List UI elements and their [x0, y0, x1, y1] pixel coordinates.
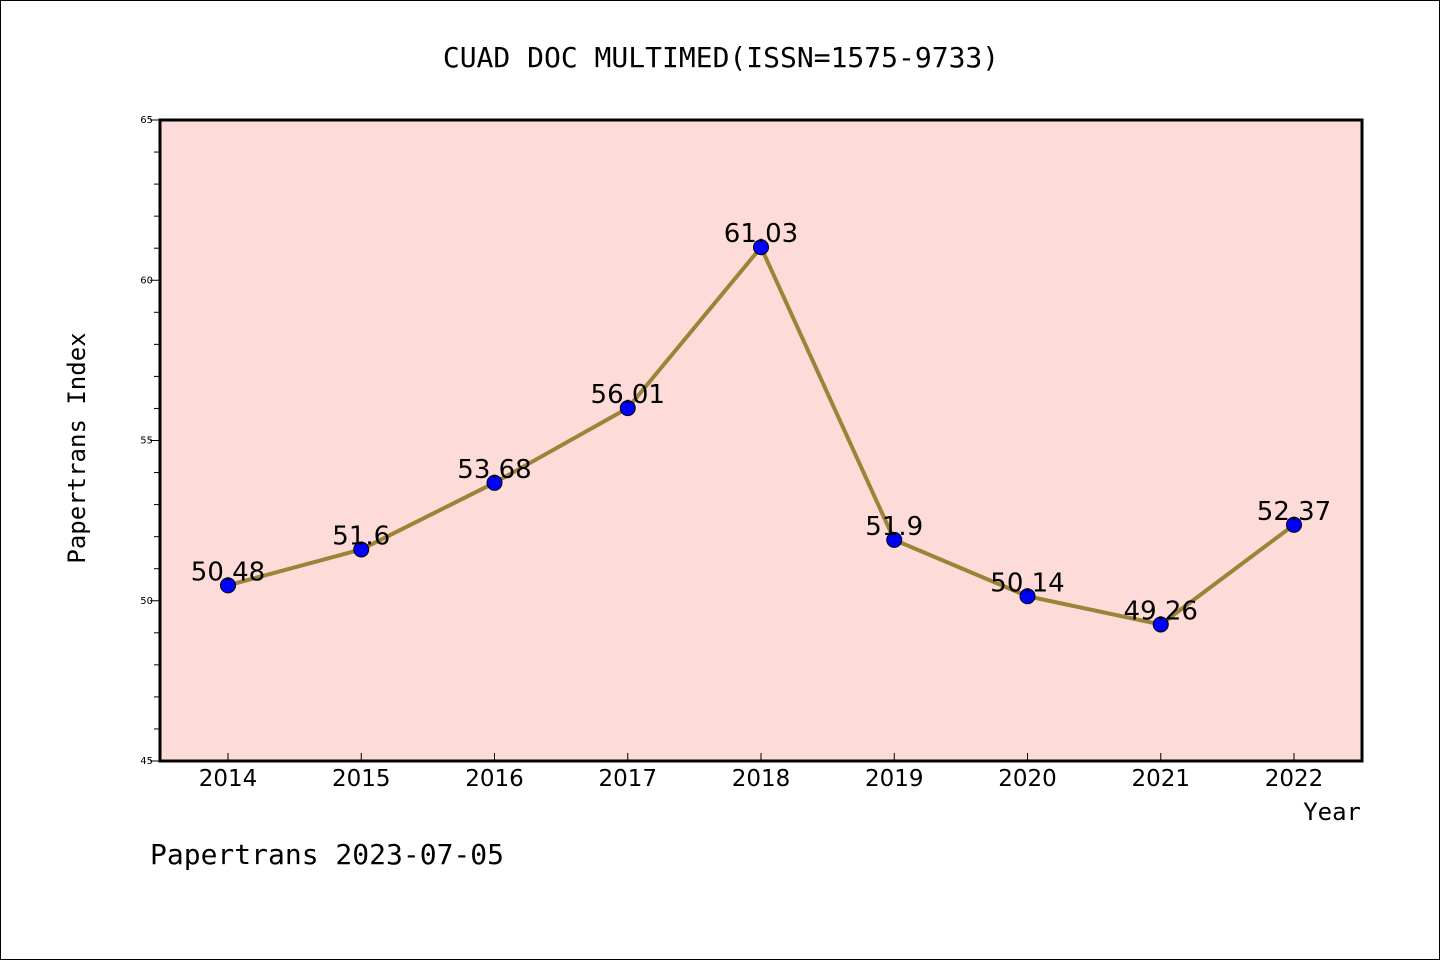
y-axis-label: Papertrans Index: [63, 332, 91, 563]
data-label: 51.9: [865, 512, 923, 542]
data-label: 51.6: [332, 521, 390, 551]
data-label: 50.14: [990, 568, 1064, 598]
data-point: [1286, 516, 1302, 533]
data-point: [619, 400, 636, 417]
data-point: [886, 531, 903, 548]
y-axis: 45 50 55 60 65: [140, 115, 160, 767]
x-tick-label: 2020: [998, 766, 1057, 792]
x-tick-label: 2021: [1131, 766, 1190, 792]
x-tick-label: 2019: [865, 766, 924, 792]
data-label: 61.03: [724, 219, 798, 249]
x-tick-label: 2016: [465, 766, 524, 792]
data-point: [486, 474, 503, 491]
data-point: [1019, 588, 1036, 605]
footer-text: Papertrans 2023-07-05: [150, 838, 504, 871]
y-tick-label: 55: [140, 436, 153, 447]
data-labels: 50.48 51.6 53.68 56.01 61.03 51.9 50.14 49.26 52…: [191, 219, 1331, 626]
data-label: 49.26: [1124, 596, 1198, 626]
x-tick-label: 2022: [1265, 766, 1324, 792]
plot-frame: [158, 118, 1364, 763]
x-tick-label: 2015: [332, 766, 391, 792]
x-tick-label: 2017: [598, 766, 657, 792]
data-label: 56.01: [591, 380, 665, 410]
y-tick-label: 50: [140, 596, 153, 607]
data-point: [220, 577, 236, 594]
x-tick-label: 2014: [199, 766, 258, 792]
plot-area: [160, 120, 1362, 761]
y-tick-label: 65: [140, 115, 153, 126]
data-label: 50.48: [191, 557, 265, 587]
data-series: [220, 239, 1302, 633]
y-tick-label: 45: [140, 756, 153, 767]
y-tick-label: 60: [140, 275, 153, 286]
data-point: [1152, 616, 1169, 633]
x-axis: 2014 2015 2016 2017 2018 2019 2020 2021 2022: [199, 753, 1324, 792]
data-label: 53.68: [457, 455, 531, 485]
data-point: [753, 239, 769, 256]
data-label: 52.37: [1257, 497, 1331, 527]
x-tick-label: 2018: [732, 766, 791, 792]
chart-title: CUAD DOC MULTIMED(ISSN=1575-9733): [443, 41, 999, 74]
data-point: [353, 541, 370, 558]
x-axis-label: Year: [1303, 798, 1361, 826]
